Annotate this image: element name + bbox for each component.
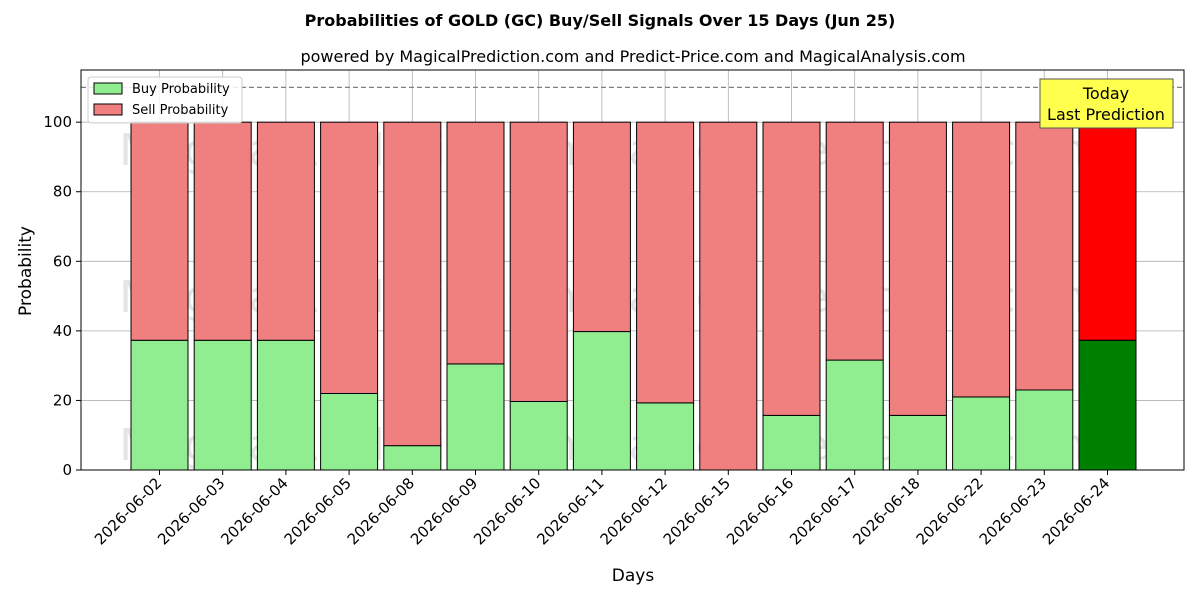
sell-bar — [699, 121, 758, 471]
sell-bar — [509, 121, 568, 402]
chart-subtitle: powered by MagicalPrediction.com and Pre… — [300, 47, 965, 66]
x-axis-ticks: 2026-06-022026-06-032026-06-042026-06-05… — [91, 470, 1113, 548]
y-axis-ticks: 0 20 40 60 80 100 — [43, 113, 81, 479]
buy-bar — [320, 392, 379, 471]
buy-bar — [193, 339, 252, 471]
legend-box — [87, 76, 243, 124]
y-tick-label: 40 — [53, 322, 72, 340]
x-tick-label: 2026-06-08 — [344, 474, 418, 548]
plot-frame — [80, 69, 1185, 471]
sell-bar — [952, 121, 1011, 398]
x-tick-label: 2026-06-17 — [786, 474, 860, 548]
x-tick-label: 2026-06-22 — [913, 474, 987, 548]
x-tick-label: 2026-06-11 — [533, 474, 607, 548]
x-tick-label: 2026-06-05 — [281, 474, 355, 548]
today-annotation: Today Last Prediction — [1039, 78, 1174, 129]
x-tick-label: 2026-06-10 — [470, 474, 544, 548]
annotation-text: Today — [1082, 84, 1129, 103]
x-tick-label: 2026-06-04 — [217, 474, 291, 548]
y-tick-label: 60 — [53, 252, 72, 270]
sell-bar — [888, 121, 947, 416]
annotation-box — [1039, 78, 1174, 129]
legend-label: Sell Probability — [132, 103, 229, 118]
sell-bar — [1078, 121, 1137, 341]
sell-bar — [762, 121, 821, 416]
buy-bar — [130, 339, 189, 471]
annotation-text: Last Prediction — [1047, 105, 1165, 124]
sell-bar — [636, 121, 695, 404]
y-tick-label: 0 — [62, 461, 72, 479]
buy-bar — [952, 396, 1011, 471]
sell-bar — [130, 121, 189, 341]
buy-bar — [256, 339, 315, 471]
sell-bar — [256, 121, 315, 341]
buy-bar — [1078, 339, 1137, 471]
chart-title: Probabilities of GOLD (GC) Buy/Sell Sign… — [305, 11, 896, 30]
y-tick-label: 20 — [53, 391, 72, 409]
y-axis-label: Probability — [16, 226, 36, 316]
buy-bar — [1015, 389, 1074, 471]
buy-bar — [446, 363, 505, 471]
x-tick-label: 2026-06-23 — [976, 474, 1050, 548]
legend-swatch — [93, 82, 123, 95]
x-tick-label: 2026-06-15 — [660, 474, 734, 548]
legend-swatch — [93, 103, 123, 116]
buy-bar — [888, 414, 947, 471]
y-tick-label: 80 — [53, 183, 72, 201]
sell-bar — [825, 121, 884, 361]
legend: Buy Probability Sell Probability — [87, 76, 243, 124]
buy-bar — [762, 414, 821, 471]
x-tick-label: 2026-06-18 — [849, 474, 923, 548]
sell-bar — [446, 121, 505, 365]
buy-bar — [825, 359, 884, 471]
x-tick-label: 2026-06-24 — [1039, 474, 1113, 548]
x-tick-label: 2026-06-03 — [154, 474, 228, 548]
buy-bar — [509, 400, 568, 471]
sell-bar — [1015, 121, 1074, 391]
bars-group — [130, 121, 1137, 471]
sell-bar — [572, 121, 631, 333]
legend-label: Buy Probability — [132, 82, 230, 97]
x-tick-label: 2026-06-09 — [407, 474, 481, 548]
buy-bar — [572, 331, 631, 471]
sell-bar — [320, 121, 379, 394]
x-axis-label: Days — [612, 566, 655, 586]
y-tick-label: 100 — [43, 113, 72, 131]
buy-bar — [636, 402, 695, 471]
x-tick-label: 2026-06-02 — [91, 474, 165, 548]
sell-bar — [193, 121, 252, 341]
buy-bar — [383, 445, 442, 471]
x-tick-label: 2026-06-16 — [723, 474, 797, 548]
sell-bar — [383, 121, 442, 447]
x-tick-label: 2026-06-12 — [597, 474, 671, 548]
